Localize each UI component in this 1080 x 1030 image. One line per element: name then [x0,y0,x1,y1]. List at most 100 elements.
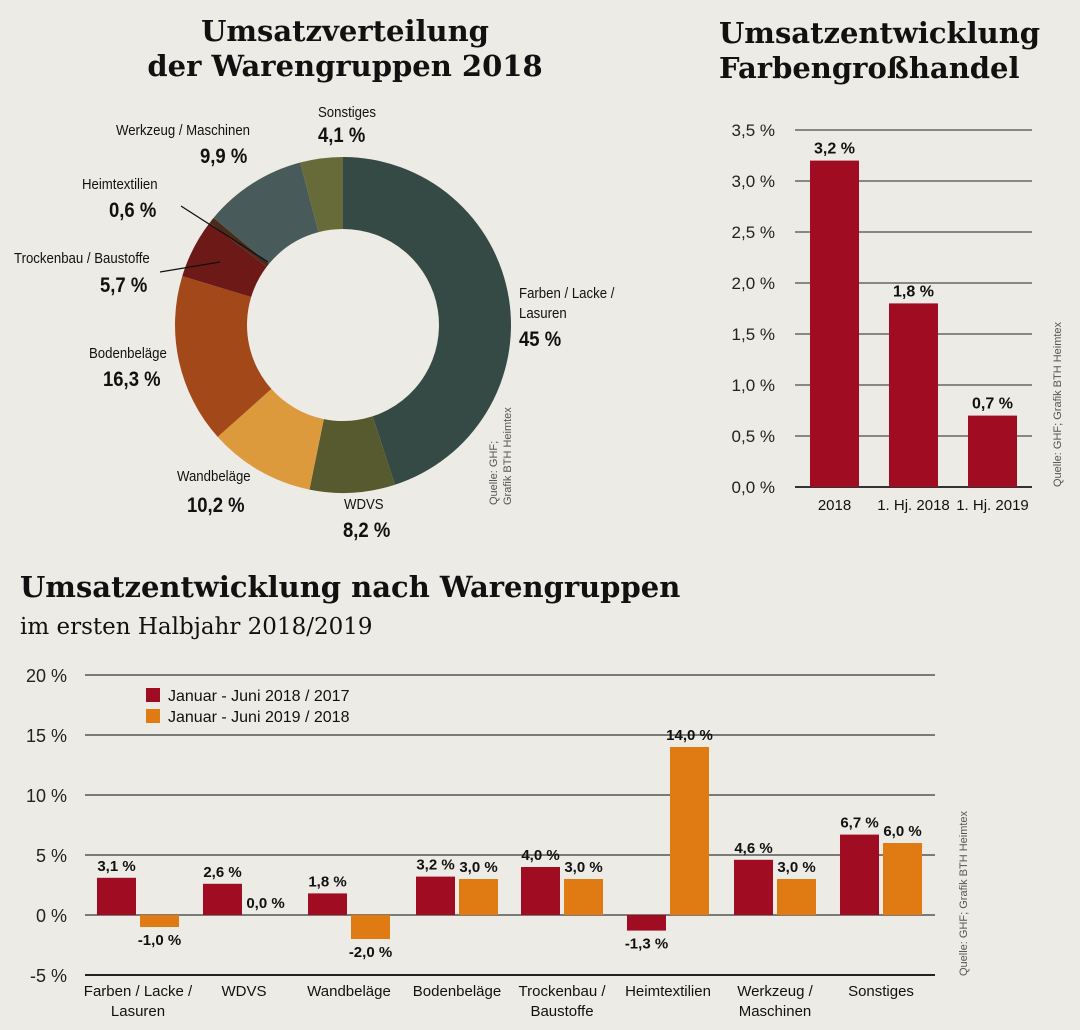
x-tick-label: Lasuren [111,1003,165,1020]
bar-s0-4 [521,867,560,915]
donut-slice-0 [343,157,511,485]
donut-value-farben: 45 % [519,328,562,351]
bar-s0-2 [308,893,347,915]
bar-s1-0 [140,915,179,927]
data-label: 6,7 % [840,815,878,832]
donut-slice-6 [213,162,319,264]
donut-label-heimtextilien: Heimtextilien [82,176,158,193]
y-tick-label: 3,5 % [732,121,775,140]
bar-2 [968,415,1017,487]
data-label: 6,0 % [883,823,921,840]
data-label: -1,0 % [138,932,181,949]
y-tick-label: 15 % [26,726,67,746]
y-tick-label: -5 % [30,966,67,986]
leader-line-trockenbau [159,261,221,273]
legend-label-1: Januar - Juni 2019 / 2018 [168,709,350,726]
groups-title: Umsatzentwicklung nach Warengruppen [20,570,681,604]
x-tick-label: Farben / Lacke / [84,983,193,1000]
donut-title-line-1: Umsatzverteilung [201,14,489,48]
donut-source-2: Grafik BTH Heimtex [502,407,514,505]
donut-slice-5 [209,217,270,267]
donut-label-wdvs: WDVS [344,496,384,513]
groups-bar-chart: -5 % 0 % 5 % 10 % 15 % 20 % 3,1 % -1,0 % Farben … [26,666,935,1020]
donut-label-bodenbelaege: Bodenbeläge [89,345,167,362]
x-tick-label: 1. Hj. 2018 [877,497,950,514]
data-label: 0,7 % [972,396,1013,413]
bar-s1-3 [459,879,498,915]
bar-s0-0 [97,877,136,915]
donut-slice-3 [175,276,272,437]
x-tick-label: Bodenbeläge [413,983,501,1000]
donut-slice-1 [309,416,395,493]
data-label: 3,0 % [564,859,602,876]
trend-title-line-1: Umsatzentwicklung [719,16,1041,50]
legend-swatch-0 [146,688,160,702]
donut-value-sonstiges: 4,1 % [318,124,366,147]
trend-source: Quelle: GHF; Grafik BTH Heimtex [1052,321,1064,487]
data-label: 1,8 % [893,283,934,300]
y-tick-label: 0,5 % [732,427,775,446]
data-label: 3,0 % [459,859,497,876]
legend-swatch-1 [146,709,160,723]
x-tick-label: Wandbeläge [307,983,391,1000]
x-tick-label: Maschinen [739,1003,812,1020]
leader-line-heimtextilien [180,205,269,263]
bar-s1-7 [883,843,922,915]
x-tick-label: Trockenbau / [519,983,607,1000]
data-label: 3,1 % [97,858,135,875]
y-tick-label: 10 % [26,786,67,806]
bar-s0-5 [627,915,666,931]
data-label: 1,8 % [308,873,346,890]
trend-title-line-2: Farbengroßhandel [719,50,1020,85]
donut-slice-2 [217,388,324,490]
x-tick-label: Heimtextilien [625,983,711,1000]
donut-slice-4 [182,222,267,298]
trend-title: Umsatzentwicklung Farbengroßhandel [719,16,1040,86]
bar-s1-4 [564,879,603,915]
bar-s1-6 [777,879,816,915]
data-label: -1,3 % [625,936,668,953]
bar-0 [810,160,859,487]
data-label: 2,6 % [203,864,241,881]
donut-value-werkzeug: 9,9 % [200,145,248,168]
data-label: 3,2 % [416,857,454,874]
y-tick-label: 0,0 % [732,478,775,497]
donut-value-bodenbelaege: 16,3 % [103,368,161,391]
y-tick-label: 5 % [36,846,67,866]
bar-s0-7 [840,834,879,915]
x-tick-label: 1. Hj. 2019 [956,497,1029,514]
data-label: 0,0 % [246,895,284,912]
bar-s0-3 [416,876,455,915]
groups-subtitle: im ersten Halbjahr 2018/2019 [20,614,373,640]
data-label: -2,0 % [349,944,392,961]
data-label: 4,0 % [521,847,559,864]
x-tick-label: WDVS [222,983,267,1000]
donut-source-1: Quelle: GHF; [488,440,500,505]
x-tick-label: Baustoffe [530,1003,593,1020]
donut-slice-7 [300,157,343,233]
donut-label-trockenbau: Trockenbau / Baustoffe [14,250,150,267]
y-tick-label: 2,0 % [732,274,775,293]
donut-value-wandbelaege: 10,2 % [187,494,245,517]
donut-label-farben-2: Lasuren [519,305,567,322]
groups-source: Quelle: GHF; Grafik BTH Heimtex [958,810,970,976]
y-tick-label: 0 % [36,906,67,926]
x-tick-label: 2018 [818,497,851,514]
donut-value-wdvs: 8,2 % [343,519,391,542]
bar-s0-6 [734,859,773,915]
legend-label-0: Januar - Juni 2018 / 2017 [168,688,350,705]
donut-label-farben-1: Farben / Lacke / [519,285,615,302]
data-label: 3,0 % [777,859,815,876]
data-label: 14,0 % [666,727,713,744]
y-tick-label: 1,0 % [732,376,775,395]
data-label: 3,2 % [814,141,855,158]
x-tick-label: Sonstiges [848,983,914,1000]
data-label: 4,6 % [734,840,772,857]
donut-chart [159,157,511,493]
bar-s0-1 [203,883,242,915]
donut-value-heimtextilien: 0,6 % [109,199,157,222]
donut-label-sonstiges: Sonstiges [318,104,376,121]
donut-label-wandbelaege: Wandbeläge [177,468,251,485]
bar-1 [889,303,938,487]
